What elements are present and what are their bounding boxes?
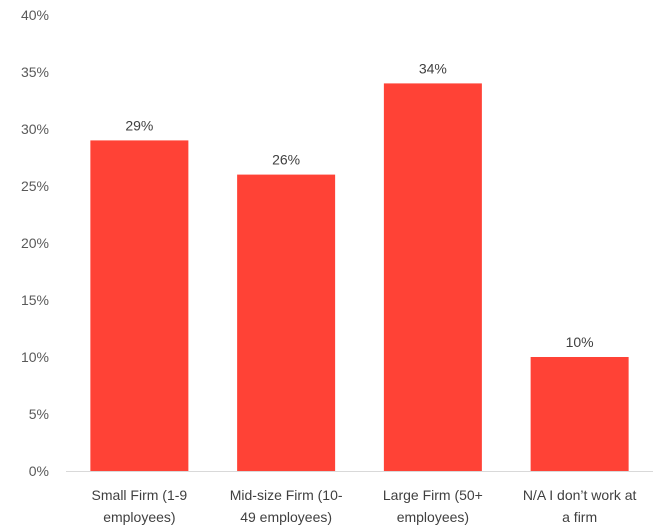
- data-label: 34%: [419, 60, 447, 76]
- y-tick-label: 40%: [21, 7, 49, 23]
- data-label: 10%: [566, 334, 594, 350]
- x-category-label: Small Firm (1-9: [92, 487, 188, 503]
- x-category-label: a firm: [562, 509, 597, 525]
- y-tick-label: 15%: [21, 292, 49, 308]
- bar: [237, 174, 336, 471]
- y-tick-label: 35%: [21, 64, 49, 80]
- y-tick-label: 20%: [21, 235, 49, 251]
- y-tick-label: 5%: [29, 406, 49, 422]
- bar: [530, 357, 629, 471]
- x-category-label: employees): [397, 509, 469, 525]
- x-category-label: Large Firm (50+: [383, 487, 483, 503]
- x-category-label: 49 employees): [240, 509, 332, 525]
- data-label: 29%: [125, 117, 153, 133]
- y-tick-label: 30%: [21, 121, 49, 137]
- x-category-label: employees): [103, 509, 175, 525]
- bar: [90, 140, 189, 471]
- y-tick-label: 0%: [29, 463, 49, 479]
- x-category-label: N/A I don’t work at: [523, 487, 637, 503]
- y-tick-label: 25%: [21, 178, 49, 194]
- y-tick-label: 10%: [21, 349, 49, 365]
- bar: [383, 83, 482, 472]
- data-label: 26%: [272, 152, 300, 168]
- x-category-label: Mid-size Firm (10-: [230, 487, 343, 503]
